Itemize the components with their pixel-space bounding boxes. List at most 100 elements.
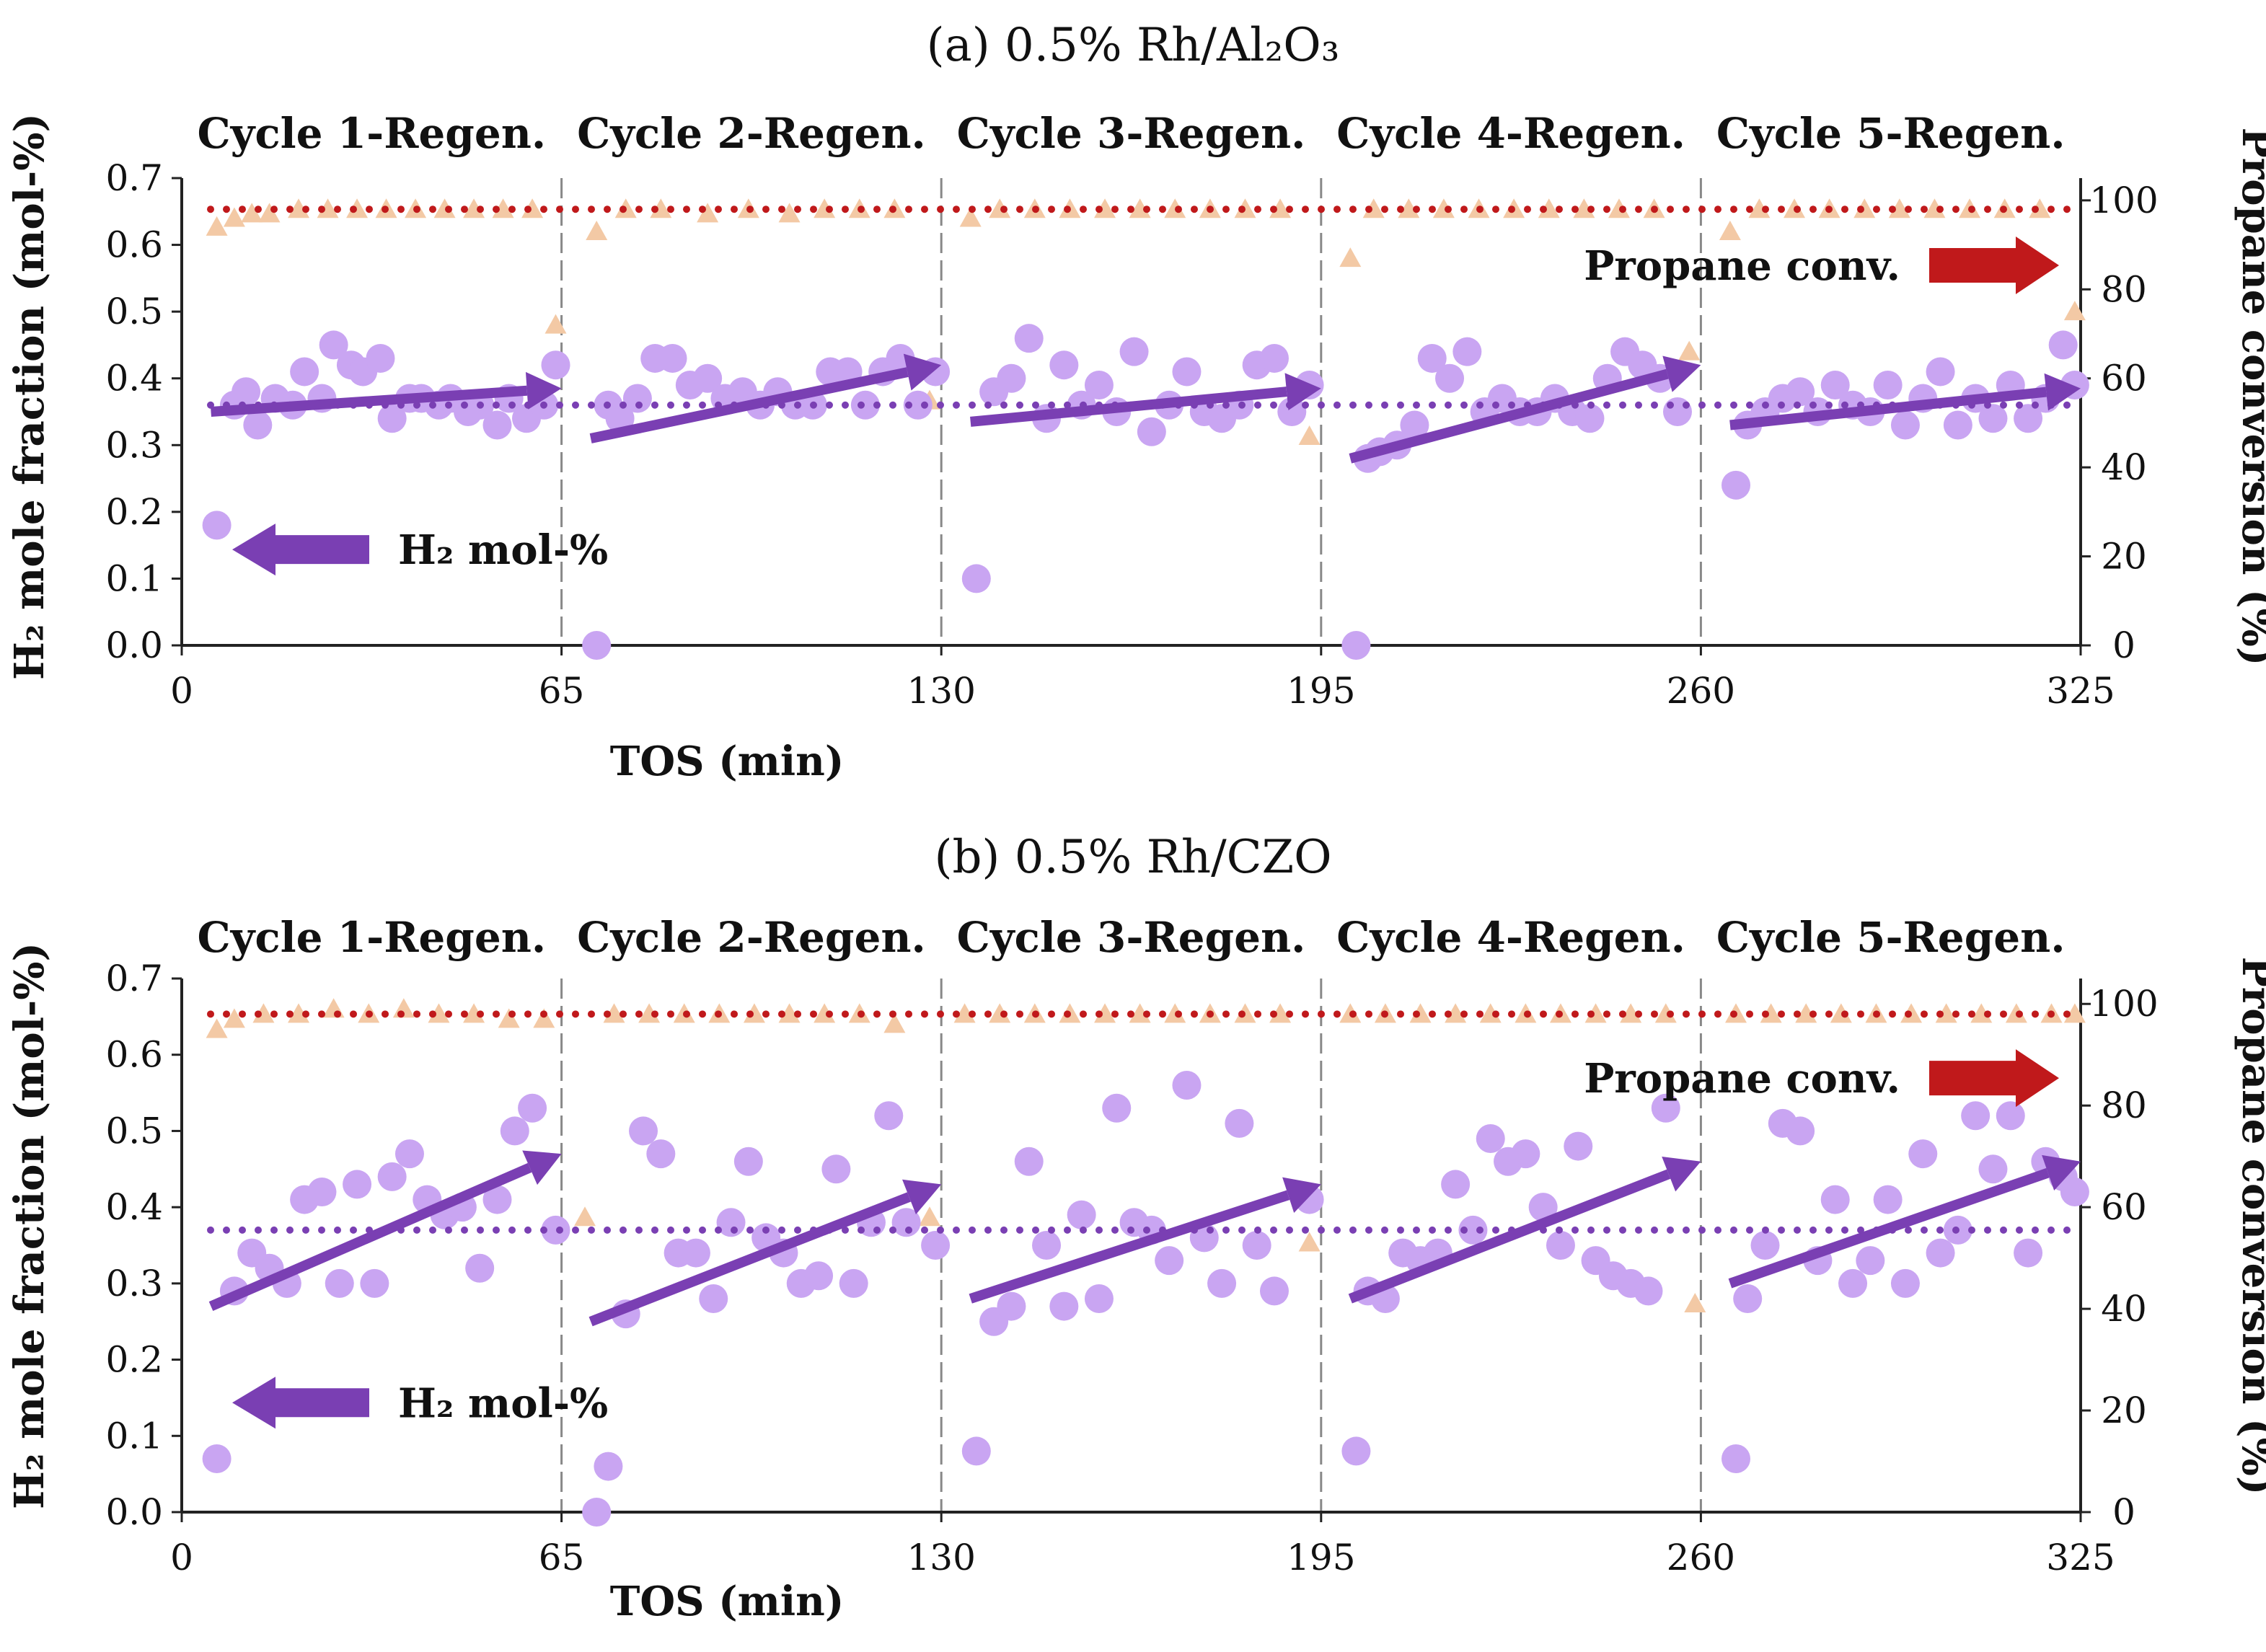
h2-point <box>1926 1238 1955 1268</box>
y2-tick-label: 40 <box>2101 1288 2147 1330</box>
trend-arrowhead-cycle-1 <box>525 371 562 410</box>
y2-tick-label: 80 <box>2101 1085 2147 1126</box>
propane-label-arrow <box>1929 1049 2059 1108</box>
h2-point <box>2060 1178 2089 1206</box>
h2-point <box>1528 1193 1558 1222</box>
panel-a: (a) 0.5% Rh/Al₂O₃ Cycle 1-Regen. Cycle 2-… <box>6 19 2266 785</box>
trend-arrow-cycle-3 <box>970 387 1287 427</box>
propane-conversion-point <box>206 1018 228 1038</box>
propane-conversion-point <box>1129 198 1151 218</box>
propane-conversion-point <box>1362 198 1385 218</box>
h2-point <box>1225 1108 1254 1138</box>
propane-conversion-point <box>1445 1003 1467 1023</box>
h2-point <box>1838 1268 1868 1298</box>
h2-point <box>850 390 880 420</box>
h2-point <box>716 1208 746 1237</box>
h2-point <box>518 1093 547 1123</box>
cycle-label-1: Cycle 1-Regen. <box>197 109 546 158</box>
propane-conversion-point <box>2063 301 2086 321</box>
x-tick-label: 325 <box>2046 670 2115 712</box>
x-tick-label: 195 <box>1287 1537 1355 1578</box>
h2-point <box>325 1268 354 1298</box>
trend-arrowhead-cycle-3 <box>1284 373 1321 411</box>
h2-point <box>1546 1231 1575 1260</box>
h2-point <box>1511 1139 1540 1169</box>
h2-point <box>1721 470 1751 500</box>
propane-conversion-point <box>428 1003 450 1023</box>
propane-conversion-point <box>1479 1003 1502 1023</box>
propane-conversion-point <box>1432 198 1455 218</box>
h2-point <box>1786 377 1815 407</box>
h2-point <box>2048 330 2078 360</box>
h2-point <box>343 1170 372 1199</box>
h2-point <box>1014 1147 1044 1176</box>
propane-conversion-point <box>241 203 263 223</box>
y2-tick-label: 60 <box>2101 1186 2147 1228</box>
h2-point <box>1259 1276 1289 1306</box>
y-tick-label: 0.7 <box>105 157 163 199</box>
propane-conversion-point <box>989 1003 1011 1023</box>
h2-point <box>874 1101 904 1131</box>
panel-b-y2label: Propane conversion (%) <box>2233 957 2266 1496</box>
trend-arrowhead-cycle-4 <box>1662 355 1701 392</box>
h2-point <box>2014 1238 2043 1268</box>
h2-point <box>891 1208 921 1237</box>
y-tick-label: 0.3 <box>105 424 163 466</box>
propane-conversion-point <box>883 1013 906 1033</box>
trend-arrow-cycle-1 <box>211 385 528 417</box>
h2-point <box>646 1139 676 1169</box>
h2-point <box>360 1268 389 1298</box>
propane-conversion-point <box>206 216 228 236</box>
propane-conversion-point <box>492 198 514 218</box>
h2-point <box>482 410 512 440</box>
propane-conversion-point <box>1923 198 1946 218</box>
propane-conversion-point <box>959 207 982 227</box>
h2-point <box>465 1253 495 1283</box>
propane-conversion-point <box>463 1003 485 1023</box>
trend-arrowhead-cycle-5 <box>2042 1154 2081 1191</box>
propane-conversion-point <box>1760 1003 1782 1023</box>
propane-conversion-point <box>2063 1003 2086 1023</box>
h2-point <box>307 1178 337 1206</box>
y-tick-label: 0.1 <box>105 1415 163 1457</box>
trend-arrowhead-cycle-2 <box>903 353 942 391</box>
propane-conversion-point <box>603 1003 625 1023</box>
h2-point <box>1452 337 1482 366</box>
x-tick-label: 325 <box>2046 1537 2115 1578</box>
h2-point <box>629 1116 658 1146</box>
trend-arrowhead-cycle-3 <box>1282 1177 1321 1214</box>
y2-tick-label: 20 <box>2101 536 2147 578</box>
propane-conversion-point <box>1094 198 1116 218</box>
h2-point <box>394 1139 424 1169</box>
cycle-label-3: Cycle 3-Regen. <box>957 109 1306 158</box>
h2-point <box>202 511 232 540</box>
propane-conversion-point <box>574 1206 596 1227</box>
y-tick-label: 0.1 <box>105 557 163 599</box>
propane-conversion-point <box>1409 1003 1432 1023</box>
propane-conversion-point <box>1094 1003 1116 1023</box>
y-tick-label: 0.0 <box>105 1491 163 1533</box>
h2-point <box>1458 1215 1488 1245</box>
propane-conversion-point <box>288 1003 310 1023</box>
h2-point <box>658 343 687 373</box>
propane-conversion-point <box>1608 198 1630 218</box>
y-tick-label: 0.5 <box>105 291 163 332</box>
h2-point <box>1137 417 1166 446</box>
h2-point <box>1119 337 1149 366</box>
y2-tick-label: 0 <box>2112 624 2135 666</box>
y2-tick-label: 20 <box>2101 1390 2147 1431</box>
y-tick-label: 0.5 <box>105 1110 163 1152</box>
y-tick-label: 0.6 <box>105 224 163 266</box>
x-tick-label: 0 <box>170 1537 193 1578</box>
panel-b-ylabel: H₂ mole fraction (mol-%) <box>6 942 53 1509</box>
h2-point <box>699 1284 728 1313</box>
propane-conversion-point <box>989 198 1011 218</box>
h2-point <box>1417 343 1447 373</box>
h2-point <box>1476 1124 1505 1153</box>
h2-point <box>541 350 570 380</box>
h2-annotation: H₂ mol-% <box>398 1379 608 1427</box>
h2-point <box>1084 1284 1114 1313</box>
trend-arrow-cycle-5 <box>1728 1167 2050 1289</box>
h2-point <box>1084 370 1114 399</box>
